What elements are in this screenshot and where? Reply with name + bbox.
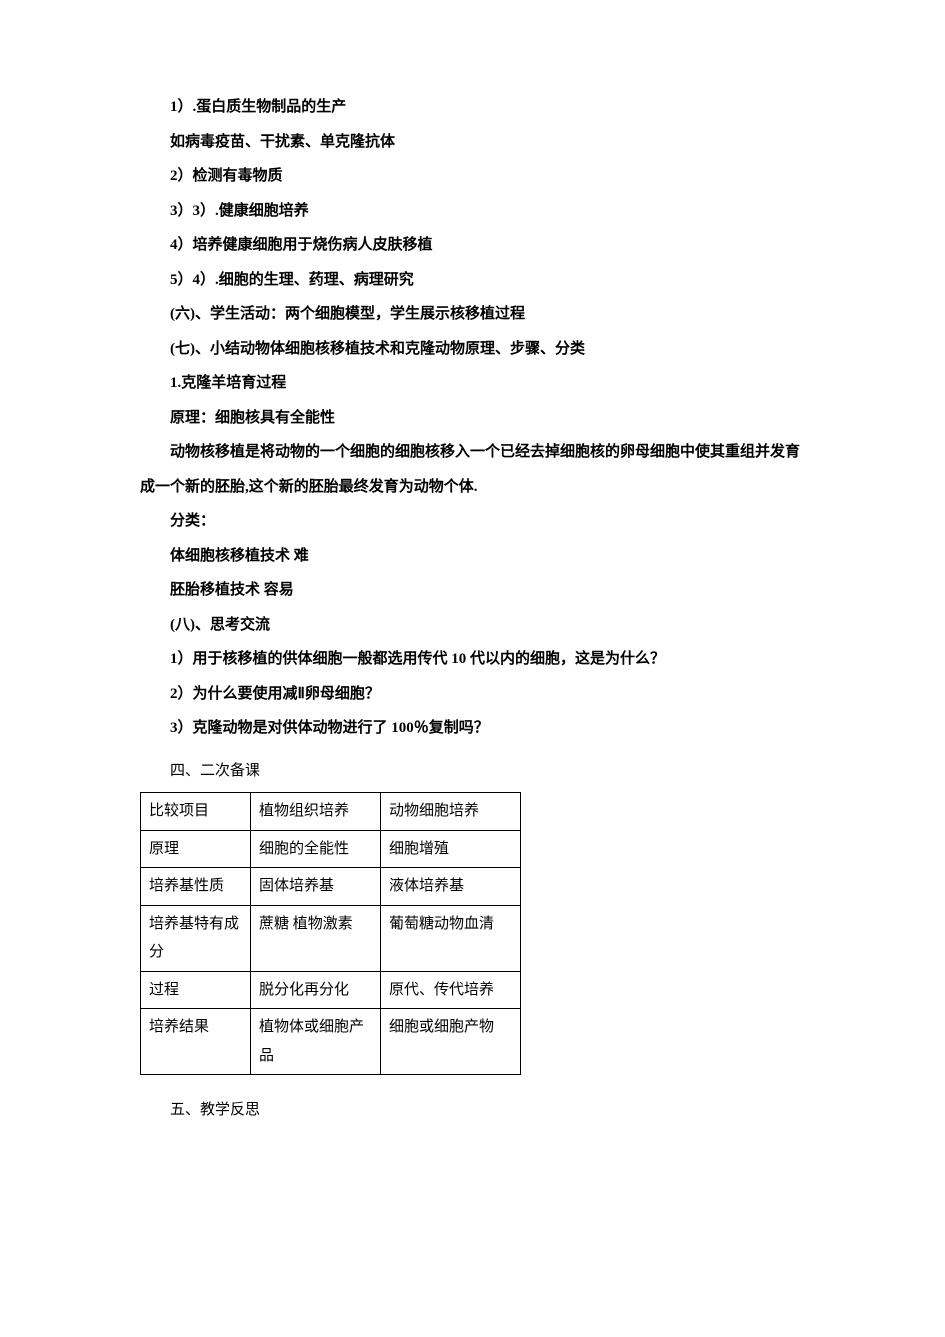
table-cell: 细胞的全能性: [251, 830, 381, 868]
text-line: 5）4）.细胞的生理、药理、病理研究: [140, 263, 805, 298]
table-cell: 原理: [141, 830, 251, 868]
section-heading-5: 五、教学反思: [140, 1093, 805, 1128]
text-line: 如病毒疫苗、干扰素、单克隆抗体: [140, 125, 805, 160]
paragraph-emphasis: 动物核移植是将动物的一个细胞的细胞核移入一个已经去掉细胞核的卵母细胞中使其重组并…: [140, 435, 805, 504]
table-cell: 蔗糖 植物激素: [251, 905, 381, 971]
document-body: 1）.蛋白质生物制品的生产 如病毒疫苗、干扰素、单克隆抗体 2）检测有毒物质 3…: [140, 90, 805, 1128]
table-cell: 原代、传代培养: [381, 971, 521, 1009]
table-cell: 培养基性质: [141, 868, 251, 906]
table-cell: 固体培养基: [251, 868, 381, 906]
text-line: 体细胞核移植技术 难: [140, 539, 805, 574]
text-line: 3）3）.健康细胞培养: [140, 194, 805, 229]
table-cell: 动物细胞培养: [381, 793, 521, 831]
text-line: 2）检测有毒物质: [140, 159, 805, 194]
text-line: 1.克隆羊培育过程: [140, 366, 805, 401]
section-heading-4: 四、二次备课: [140, 754, 805, 789]
text-line: 1）用于核移植的供体细胞一般都选用传代 10 代以内的细胞，这是为什么？: [140, 642, 805, 677]
table-row: 原理 细胞的全能性 细胞增殖: [141, 830, 521, 868]
text-line: (八)、思考交流: [140, 608, 805, 643]
table-cell: 培养结果: [141, 1009, 251, 1075]
text-line: 分类：: [140, 504, 805, 539]
text-line: 1）.蛋白质生物制品的生产: [140, 90, 805, 125]
table-row: 过程 脱分化再分化 原代、传代培养: [141, 971, 521, 1009]
text-line: 2）为什么要使用减Ⅱ卵母细胞？: [140, 677, 805, 712]
table-cell: 植物组织培养: [251, 793, 381, 831]
table-row: 培养结果 植物体或细胞产品 细胞或细胞产物: [141, 1009, 521, 1075]
text-line: 3）克隆动物是对供体动物进行了 100％复制吗？: [140, 711, 805, 746]
table-cell: 植物体或细胞产品: [251, 1009, 381, 1075]
table-row: 培养基特有成分 蔗糖 植物激素 葡萄糖动物血清: [141, 905, 521, 971]
table-cell: 液体培养基: [381, 868, 521, 906]
table-cell: 脱分化再分化: [251, 971, 381, 1009]
table-cell: 葡萄糖动物血清: [381, 905, 521, 971]
text-line: 胚胎移植技术 容易: [140, 573, 805, 608]
table-cell: 比较项目: [141, 793, 251, 831]
table-cell: 过程: [141, 971, 251, 1009]
text-line: (七)、小结动物体细胞核移植技术和克隆动物原理、步骤、分类: [140, 332, 805, 367]
text-line: (六)、学生活动：两个细胞模型，学生展示核移植过程: [140, 297, 805, 332]
text-line: 4）培养健康细胞用于烧伤病人皮肤移植: [140, 228, 805, 263]
table-cell: 细胞增殖: [381, 830, 521, 868]
table-row: 比较项目 植物组织培养 动物细胞培养: [141, 793, 521, 831]
text-line: 原理：细胞核具有全能性: [140, 401, 805, 436]
table-cell: 培养基特有成分: [141, 905, 251, 971]
table-row: 培养基性质 固体培养基 液体培养基: [141, 868, 521, 906]
comparison-table: 比较项目 植物组织培养 动物细胞培养 原理 细胞的全能性 细胞增殖 培养基性质 …: [140, 792, 521, 1075]
table-cell: 细胞或细胞产物: [381, 1009, 521, 1075]
